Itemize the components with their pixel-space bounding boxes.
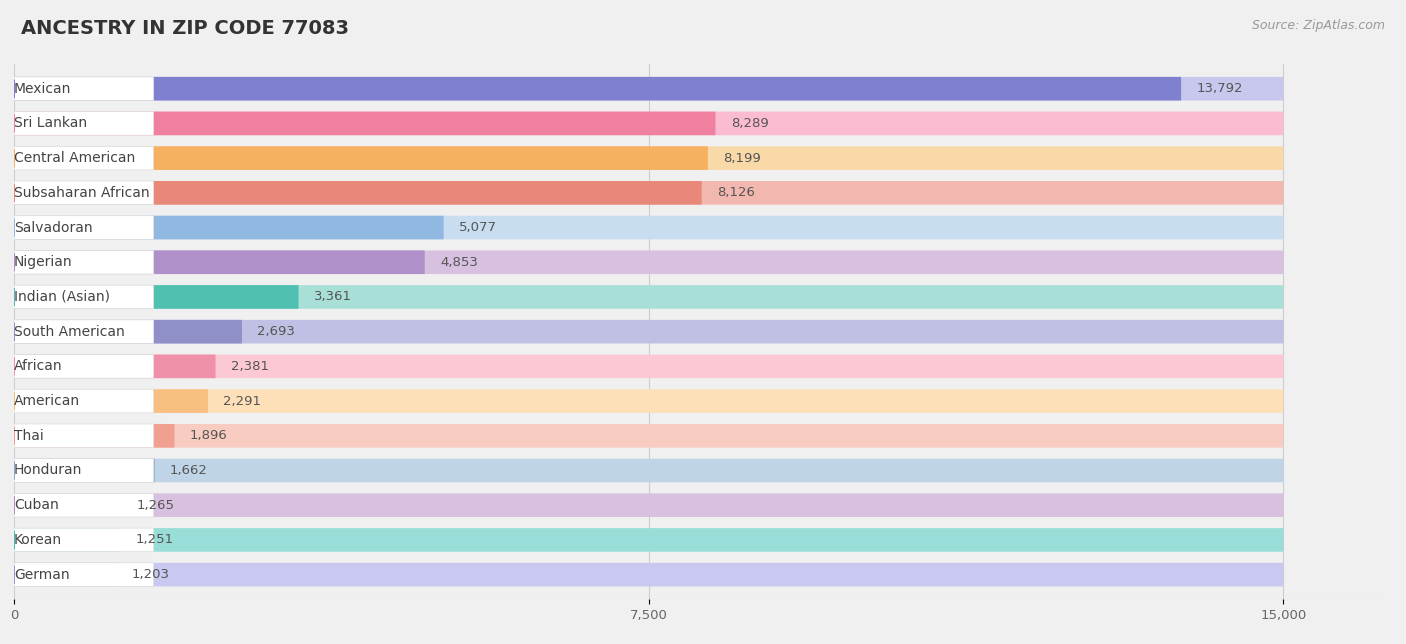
- Text: Sri Lankan: Sri Lankan: [14, 117, 87, 130]
- FancyBboxPatch shape: [14, 77, 153, 100]
- FancyBboxPatch shape: [14, 216, 444, 240]
- Text: American: American: [14, 394, 80, 408]
- Text: Honduran: Honduran: [14, 464, 83, 477]
- Text: 8,199: 8,199: [723, 151, 761, 165]
- FancyBboxPatch shape: [14, 146, 1284, 170]
- FancyBboxPatch shape: [14, 251, 1284, 274]
- Text: 8,126: 8,126: [717, 186, 755, 200]
- FancyBboxPatch shape: [14, 77, 1181, 100]
- FancyBboxPatch shape: [14, 389, 1284, 413]
- FancyBboxPatch shape: [14, 251, 425, 274]
- FancyBboxPatch shape: [14, 424, 153, 448]
- FancyBboxPatch shape: [14, 320, 242, 343]
- FancyBboxPatch shape: [14, 285, 1284, 308]
- Text: South American: South American: [14, 325, 125, 339]
- Text: 1,896: 1,896: [190, 430, 228, 442]
- FancyBboxPatch shape: [14, 251, 153, 274]
- Text: Central American: Central American: [14, 151, 135, 165]
- Text: 1,265: 1,265: [136, 498, 174, 512]
- FancyBboxPatch shape: [14, 216, 153, 240]
- FancyBboxPatch shape: [14, 355, 153, 378]
- Text: Source: ZipAtlas.com: Source: ZipAtlas.com: [1251, 19, 1385, 32]
- FancyBboxPatch shape: [14, 77, 1284, 100]
- Text: African: African: [14, 359, 63, 374]
- FancyBboxPatch shape: [14, 320, 153, 343]
- Text: 1,203: 1,203: [131, 568, 169, 581]
- FancyBboxPatch shape: [14, 459, 153, 482]
- Text: Nigerian: Nigerian: [14, 255, 73, 269]
- Text: 2,693: 2,693: [257, 325, 295, 338]
- Text: 8,289: 8,289: [731, 117, 769, 130]
- Text: Korean: Korean: [14, 533, 62, 547]
- FancyBboxPatch shape: [14, 459, 155, 482]
- FancyBboxPatch shape: [14, 528, 120, 552]
- FancyBboxPatch shape: [14, 181, 153, 205]
- FancyBboxPatch shape: [14, 320, 1284, 343]
- Text: German: German: [14, 567, 70, 582]
- Text: 1,662: 1,662: [170, 464, 208, 477]
- FancyBboxPatch shape: [14, 216, 1284, 240]
- FancyBboxPatch shape: [14, 528, 153, 552]
- FancyBboxPatch shape: [14, 493, 1284, 517]
- FancyBboxPatch shape: [14, 493, 153, 517]
- FancyBboxPatch shape: [14, 146, 153, 170]
- Text: 4,853: 4,853: [440, 256, 478, 269]
- Text: 13,792: 13,792: [1197, 82, 1243, 95]
- Text: Thai: Thai: [14, 429, 44, 443]
- Text: Cuban: Cuban: [14, 498, 59, 512]
- FancyBboxPatch shape: [14, 563, 1284, 587]
- FancyBboxPatch shape: [14, 355, 215, 378]
- FancyBboxPatch shape: [14, 493, 121, 517]
- FancyBboxPatch shape: [14, 355, 1284, 378]
- FancyBboxPatch shape: [14, 563, 115, 587]
- Text: Salvadoran: Salvadoran: [14, 220, 93, 234]
- Text: Indian (Asian): Indian (Asian): [14, 290, 110, 304]
- FancyBboxPatch shape: [14, 459, 1284, 482]
- Text: ANCESTRY IN ZIP CODE 77083: ANCESTRY IN ZIP CODE 77083: [21, 19, 349, 39]
- FancyBboxPatch shape: [14, 181, 702, 205]
- FancyBboxPatch shape: [14, 181, 1284, 205]
- FancyBboxPatch shape: [14, 528, 1284, 552]
- Text: Subsaharan African: Subsaharan African: [14, 186, 150, 200]
- FancyBboxPatch shape: [14, 563, 153, 587]
- FancyBboxPatch shape: [14, 111, 153, 135]
- FancyBboxPatch shape: [14, 389, 153, 413]
- Text: 5,077: 5,077: [458, 221, 496, 234]
- Text: 1,251: 1,251: [135, 533, 173, 546]
- FancyBboxPatch shape: [14, 285, 153, 308]
- Text: Mexican: Mexican: [14, 82, 72, 96]
- FancyBboxPatch shape: [14, 111, 1284, 135]
- Text: 2,291: 2,291: [224, 395, 262, 408]
- Text: 3,361: 3,361: [314, 290, 352, 303]
- FancyBboxPatch shape: [14, 285, 298, 308]
- Text: 2,381: 2,381: [231, 360, 269, 373]
- FancyBboxPatch shape: [14, 111, 716, 135]
- FancyBboxPatch shape: [14, 424, 1284, 448]
- FancyBboxPatch shape: [14, 424, 174, 448]
- FancyBboxPatch shape: [14, 389, 208, 413]
- FancyBboxPatch shape: [14, 146, 707, 170]
